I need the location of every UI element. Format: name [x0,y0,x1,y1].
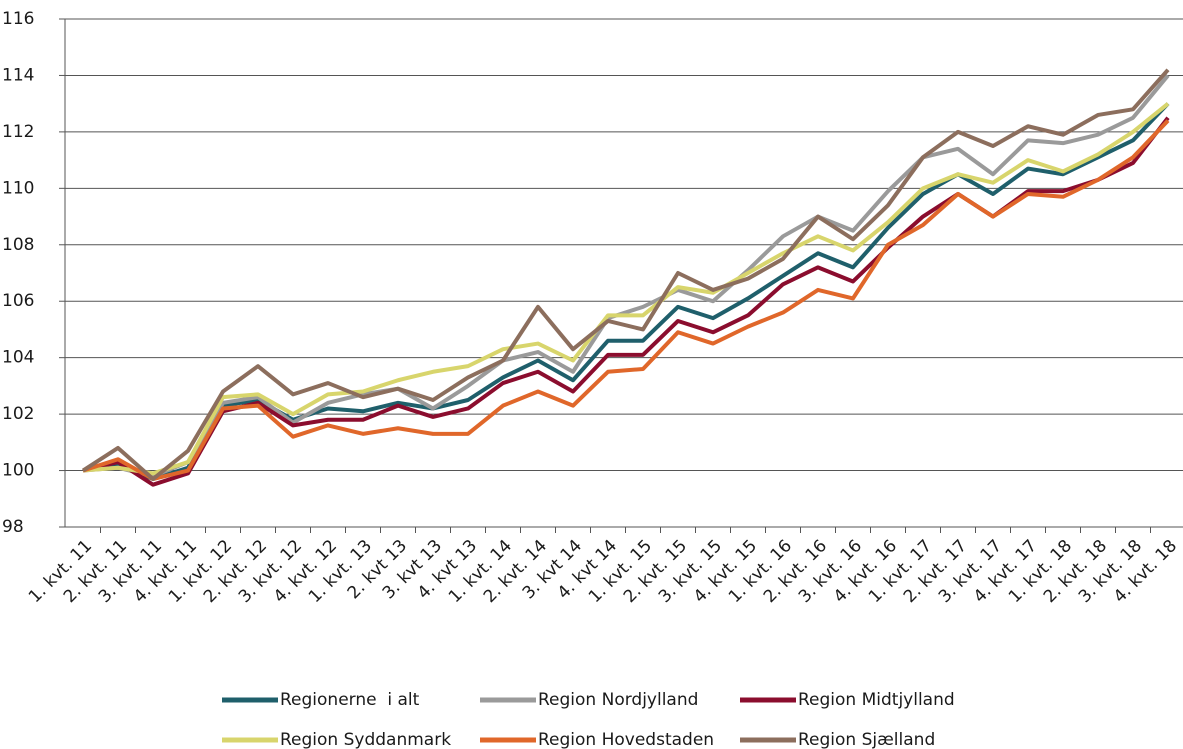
y-tick-label: 104 [2,348,34,368]
y-tick-label: 98 [2,517,24,537]
line [82,119,1170,482]
legend-label: Region Syddanmark [280,730,451,749]
line [82,74,1170,479]
y-tick-label: 100 [2,461,34,481]
legend-label: Region Hovedstaden [538,730,714,749]
legend-label: Region Midtjylland [798,690,955,710]
legend-label: Regionerne i alt [280,690,420,710]
y-tick-label: 110 [2,178,34,198]
y-tick-label: 114 [2,65,34,85]
y-tick-label: 108 [2,235,34,255]
line [82,102,1170,476]
y-tick-label: 112 [2,122,34,142]
y-tick-label: 102 [2,404,34,424]
legend-label: Region Sjælland [798,730,935,749]
y-tick-label: 116 [2,9,34,29]
y-tick-label: 106 [2,291,34,311]
legend-label: Region Nordjylland [538,690,698,710]
line [81,68,1170,482]
